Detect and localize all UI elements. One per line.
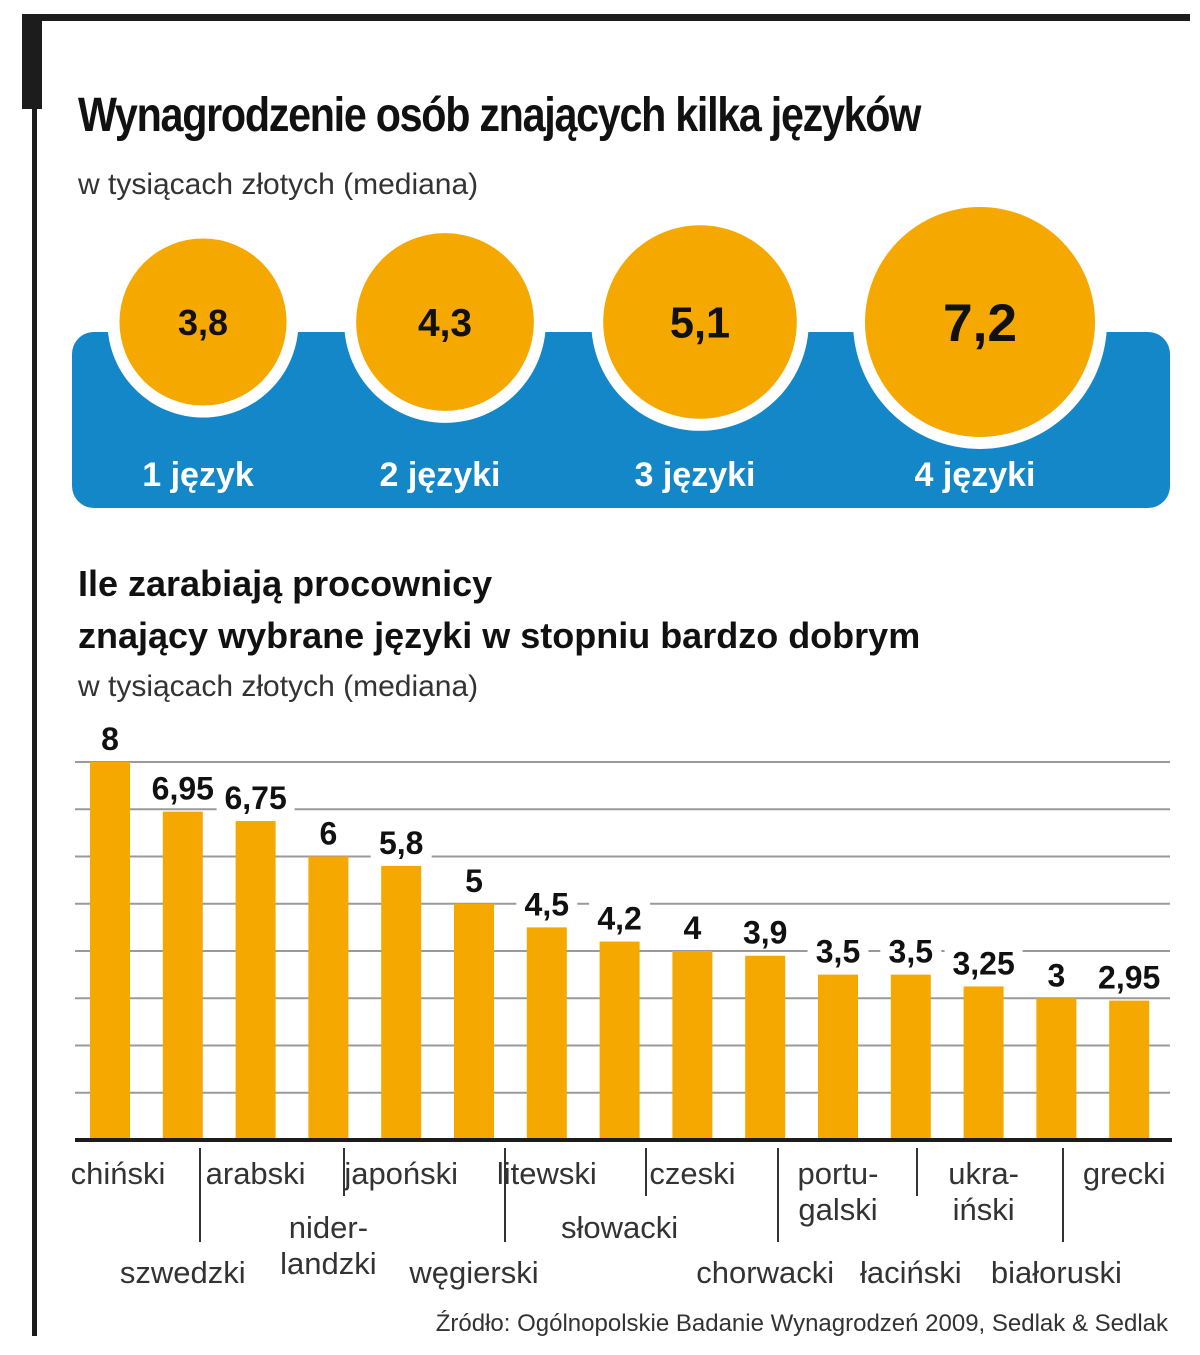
bar-value-bg bbox=[734, 915, 796, 950]
bubble-2 bbox=[356, 233, 534, 411]
bar-value-bg bbox=[460, 863, 488, 898]
bar-value: 4,5 bbox=[525, 886, 569, 922]
bar-value-bg bbox=[944, 946, 1023, 981]
bar-value: 8 bbox=[101, 721, 119, 757]
bar-value-bg bbox=[1090, 960, 1169, 995]
bar-value-bg bbox=[678, 911, 706, 945]
category-label: łaciński bbox=[860, 1255, 962, 1290]
bar-value: 6 bbox=[320, 816, 338, 852]
category-label: portu- bbox=[798, 1156, 879, 1191]
bubble-value: 3,8 bbox=[178, 302, 228, 343]
bar bbox=[745, 955, 786, 1140]
category-label: chiński bbox=[71, 1156, 166, 1191]
bubble-label: 2 języki bbox=[380, 456, 501, 494]
category-label: landzki bbox=[280, 1246, 377, 1281]
bar-value-bg bbox=[96, 722, 124, 756]
bar-value-bg bbox=[880, 934, 942, 969]
bar-value: 2,95 bbox=[1098, 960, 1160, 996]
bar bbox=[672, 951, 713, 1140]
source-note: Źródło: Ogólnopolskie Badanie Wynagrodze… bbox=[435, 1310, 1168, 1337]
bar-value: 5 bbox=[465, 863, 483, 899]
category-label: nider- bbox=[289, 1210, 368, 1245]
bar-chart-title-line1: Ile zarabiają procownicy bbox=[78, 563, 493, 604]
category-label: japoński bbox=[343, 1156, 458, 1191]
category-label: grecki bbox=[1083, 1156, 1166, 1191]
bubble-4 bbox=[865, 207, 1095, 437]
bar bbox=[308, 856, 349, 1140]
bar-value-bg bbox=[1042, 958, 1070, 993]
bar bbox=[162, 811, 203, 1140]
frame-left-rule bbox=[32, 100, 37, 1336]
bubble-label: 4 języki bbox=[915, 456, 1036, 494]
category-label: chorwacki bbox=[696, 1255, 834, 1290]
chart-title: Wynagrodzenie osób znających kilka język… bbox=[78, 89, 921, 142]
bubble-label: 3 języki bbox=[635, 456, 756, 494]
bar-value-bg bbox=[589, 901, 651, 936]
frame-corner bbox=[22, 14, 42, 109]
frame-top-rule bbox=[22, 14, 1190, 21]
bar bbox=[1109, 1000, 1150, 1140]
bar-value-bg bbox=[216, 781, 295, 816]
bar bbox=[235, 821, 276, 1140]
category-label: litewski bbox=[497, 1156, 597, 1191]
bar-value: 5,8 bbox=[379, 825, 423, 861]
bubble-value: 7,2 bbox=[943, 294, 1017, 353]
bubble-label: 1 język bbox=[142, 456, 254, 494]
bar-value: 4,2 bbox=[597, 901, 641, 937]
bar-value: 3,5 bbox=[816, 934, 860, 970]
bar-value: 6,95 bbox=[152, 771, 214, 807]
bar bbox=[1036, 998, 1077, 1140]
bar-value-bg bbox=[370, 825, 432, 860]
category-label: węgierski bbox=[408, 1255, 538, 1290]
bar-value-bg bbox=[143, 771, 222, 806]
bar-value-bg bbox=[807, 934, 869, 969]
bar-value: 4 bbox=[684, 910, 702, 946]
category-label: białoruski bbox=[991, 1255, 1122, 1290]
bar bbox=[890, 974, 931, 1140]
bubble-value: 5,1 bbox=[670, 300, 730, 348]
bar bbox=[963, 986, 1004, 1140]
bubble-value: 4,3 bbox=[418, 302, 472, 345]
category-label: galski bbox=[798, 1192, 877, 1227]
chart-subtitle: w tysiącach złotych (mediana) bbox=[78, 168, 479, 201]
bar bbox=[381, 865, 422, 1140]
category-label: ukra- bbox=[948, 1156, 1019, 1191]
bar-value: 3,5 bbox=[889, 934, 933, 970]
bar-chart-title-line2: znający wybrane języki w stopniu bardzo … bbox=[78, 615, 921, 656]
bar bbox=[818, 974, 858, 1140]
bar-value: 3,25 bbox=[952, 945, 1014, 981]
bar bbox=[599, 941, 640, 1140]
bar-value-bg bbox=[314, 816, 342, 851]
bar bbox=[454, 903, 494, 1140]
bar bbox=[90, 762, 130, 1140]
bubble-3 bbox=[603, 225, 797, 419]
bar-value: 3,9 bbox=[743, 915, 787, 951]
bar-chart-subtitle: w tysiącach złotych (mediana) bbox=[78, 670, 479, 703]
category-label: czeski bbox=[649, 1156, 735, 1191]
category-label: szwedzki bbox=[120, 1255, 246, 1290]
category-label: słowacki bbox=[561, 1210, 678, 1245]
bubble-chart: 3,8 1 język 4,3 2 języki 5,1 3 języki 7,2 4 jęz… bbox=[72, 195, 1170, 508]
bar bbox=[526, 927, 567, 1140]
category-label: iński bbox=[953, 1192, 1015, 1227]
bar-value-bg bbox=[516, 887, 578, 922]
bar-value: 6,75 bbox=[224, 780, 286, 816]
bubble-1 bbox=[119, 238, 287, 406]
category-label: arabski bbox=[206, 1156, 306, 1191]
bar-value: 3 bbox=[1048, 957, 1066, 993]
